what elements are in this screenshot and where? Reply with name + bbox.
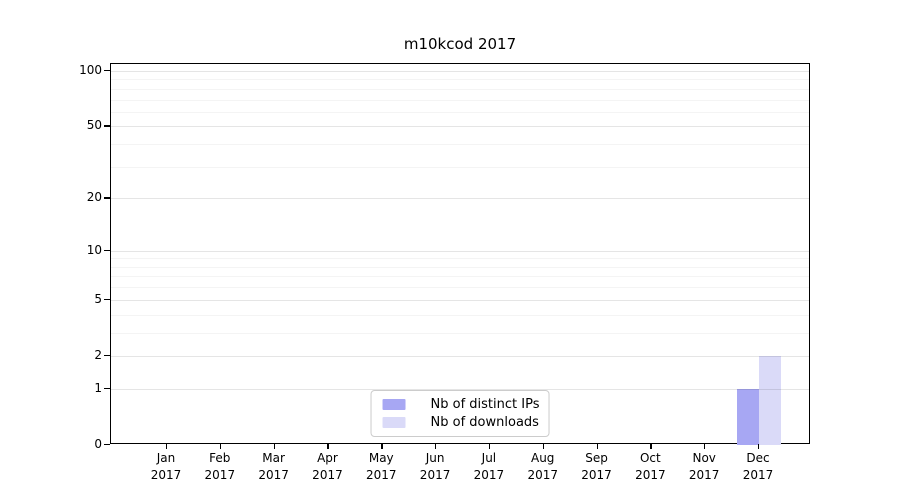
y-tick-label: 2 [94, 347, 102, 362]
x-tick-mark [273, 444, 275, 449]
bar-nb-of-distinct-ips [737, 388, 759, 445]
y-tick-mark [104, 387, 110, 390]
x-tick-label: Dec 2017 [742, 451, 774, 482]
minor-gridline [111, 332, 809, 334]
x-tick-mark [542, 444, 545, 449]
minor-gridline [111, 276, 809, 278]
y-tick-label: 20 [86, 190, 102, 205]
minor-gridline [111, 266, 809, 268]
legend-label: Nb of distinct IPs [430, 397, 540, 412]
major-gridline [111, 388, 809, 390]
major-gridline [111, 198, 809, 200]
y-tick-label: 1 [94, 380, 102, 395]
x-tick-mark [166, 444, 168, 449]
x-tick-label: Apr 2017 [312, 451, 343, 482]
legend-item: Nb of distinct IPs [382, 397, 540, 412]
minor-gridline [111, 79, 809, 81]
x-tick-mark [435, 444, 437, 449]
x-tick-label: Jul 2017 [473, 451, 505, 482]
y-tick-mark [104, 70, 110, 72]
x-tick-label: Jan 2017 [150, 451, 182, 482]
bar-nb-of-downloads [759, 355, 781, 445]
minor-gridline [111, 99, 809, 101]
x-tick-label: Jun 2017 [419, 451, 451, 482]
major-gridline [111, 299, 809, 301]
x-tick-mark [219, 444, 222, 449]
y-tick-mark [104, 444, 110, 446]
y-tick-label: 10 [86, 242, 102, 257]
minor-gridline [111, 144, 809, 146]
minor-gridline [111, 111, 809, 113]
minor-gridline [111, 258, 809, 260]
x-tick-label: Oct 2017 [635, 451, 666, 482]
x-tick-mark [596, 444, 598, 449]
x-tick-label: Mar 2017 [258, 451, 289, 482]
y-tick-mark [104, 354, 110, 357]
major-gridline [111, 250, 809, 252]
minor-gridline [111, 287, 809, 289]
minor-gridline [111, 88, 809, 90]
legend: Nb of distinct IPs Nb of downloads [370, 390, 550, 437]
minor-gridline [111, 166, 809, 168]
y-tick-label: 0 [94, 437, 102, 451]
y-tick-label: 50 [86, 118, 102, 133]
major-gridline [111, 126, 809, 128]
x-tick-label: Feb 2017 [204, 451, 236, 482]
x-tick-label: Nov 2017 [688, 451, 720, 482]
minor-gridline [111, 314, 809, 316]
x-tick-mark [758, 444, 760, 449]
y-tick-label: 5 [94, 291, 102, 306]
x-tick-mark [650, 444, 652, 449]
y-tick-mark [104, 197, 110, 199]
y-tick-mark [104, 298, 110, 301]
chart-title: m10kcod 2017 [403, 35, 517, 53]
legend-swatch [382, 417, 406, 428]
x-tick-mark [327, 444, 329, 449]
x-tick-mark [381, 444, 383, 449]
legend-swatch [382, 399, 406, 410]
legend-label: Nb of downloads [430, 415, 539, 430]
y-tick-mark [104, 249, 110, 251]
major-gridline [111, 355, 809, 357]
x-tick-mark [704, 444, 706, 449]
x-tick-label: Sep 2017 [581, 451, 612, 482]
y-tick-label: 100 [79, 63, 102, 77]
x-tick-label: Aug 2017 [527, 451, 558, 482]
major-gridline [111, 71, 809, 72]
x-tick-label: May 2017 [365, 451, 397, 482]
legend-item: Nb of downloads [382, 415, 540, 430]
plot-area [110, 63, 810, 445]
x-tick-mark [488, 444, 491, 449]
y-tick-mark [104, 125, 110, 127]
